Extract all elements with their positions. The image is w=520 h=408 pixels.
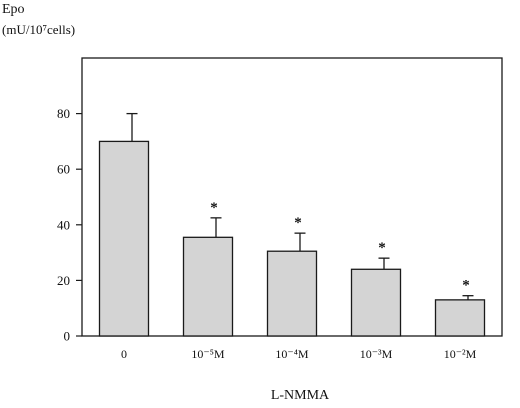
y-tick-label-4: 80 [57, 106, 70, 121]
bar-1 [182, 236, 234, 337]
x-tick-label-3: 10⁻³M [360, 347, 393, 361]
bars-group: * * * * [98, 112, 486, 337]
significance-marker-2: * [294, 215, 302, 231]
y-axis-label: Epo [2, 2, 25, 17]
y-tick-label-0: 0 [64, 329, 71, 344]
y-tick-label-3: 60 [57, 162, 70, 177]
significance-marker-4: * [462, 278, 470, 294]
y-axis-ticks: 0 20 40 60 80 [57, 106, 82, 344]
bar-3 [350, 268, 402, 337]
x-tick-label-2: 10⁻⁴M [275, 347, 309, 361]
y-axis-unit: (mU/10⁷cells) [2, 22, 75, 37]
y-tick-label-2: 40 [57, 217, 70, 232]
x-axis-tick-labels: 0 10⁻⁵M 10⁻⁴M 10⁻³M 10⁻²M [121, 347, 477, 361]
x-axis-label: L-NMMA [271, 388, 330, 403]
bar-2 [266, 250, 318, 337]
x-tick-label-0: 0 [121, 347, 127, 361]
bar-0 [98, 140, 150, 337]
y-tick-label-1: 20 [57, 273, 70, 288]
significance-marker-3: * [378, 240, 386, 256]
x-tick-label-1: 10⁻⁵M [191, 347, 225, 361]
bar-4 [434, 299, 486, 337]
x-tick-label-4: 10⁻²M [444, 347, 477, 361]
significance-marker-1: * [210, 200, 218, 216]
